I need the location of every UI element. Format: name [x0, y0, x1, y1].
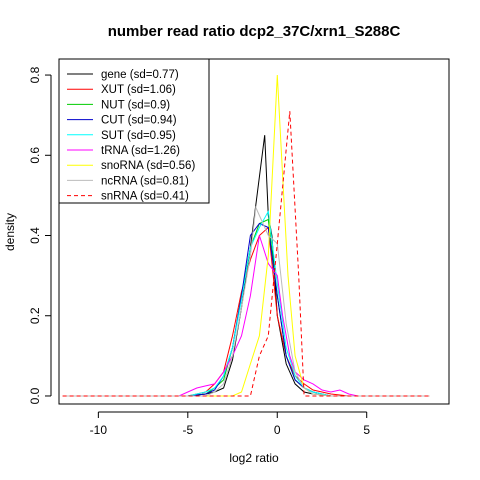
legend-label: snRNA (sd=0.41) [101, 191, 189, 203]
y-tick-label: 0.6 [28, 147, 42, 164]
y-tick-label: 0.2 [28, 307, 42, 324]
y-axis: 0.0 0.2 0.4 0.6 0.8 [28, 66, 52, 404]
legend-box [58, 58, 210, 204]
legend-label: snoRNA (sd=0.56) [101, 160, 195, 172]
legend: gene (sd=0.77) XUT (sd=1.06) NUT (sd=0.9) C… [58, 58, 210, 204]
x-tick-label: 0 [274, 423, 281, 437]
x-axis: -10 -5 0 5 [90, 411, 370, 437]
x-tick-label: -5 [182, 423, 193, 437]
y-tick-label: 0.0 [28, 387, 42, 404]
legend-label: XUT (sd=1.06) [101, 84, 176, 96]
y-tick-label: 0.4 [28, 227, 42, 244]
series-line-4 [62, 209, 430, 397]
y-tick-label: 0.8 [28, 66, 42, 83]
legend-label: gene (sd=0.77) [101, 69, 179, 81]
legend-label: tRNA (sd=1.26) [101, 145, 180, 157]
legend-label: NUT (sd=0.9) [101, 99, 170, 111]
x-tick-label: -10 [90, 423, 108, 437]
legend-label: SUT (sd=0.95) [101, 130, 176, 142]
chart-title: number read ratio dcp2_37C/xrn1_S288C [108, 23, 401, 40]
legend-label: ncRNA (sd=0.81) [101, 175, 189, 187]
plot-frame [58, 58, 450, 405]
series-layer [62, 74, 430, 397]
legend-label: CUT (sd=0.94) [101, 115, 177, 127]
x-axis-label: log2 ratio [229, 451, 279, 465]
series-line-5 [62, 235, 430, 397]
x-tick-label: 5 [363, 423, 370, 437]
series-line-7 [62, 205, 430, 397]
y-axis-label: density [3, 213, 17, 251]
series-line-8 [62, 111, 430, 397]
